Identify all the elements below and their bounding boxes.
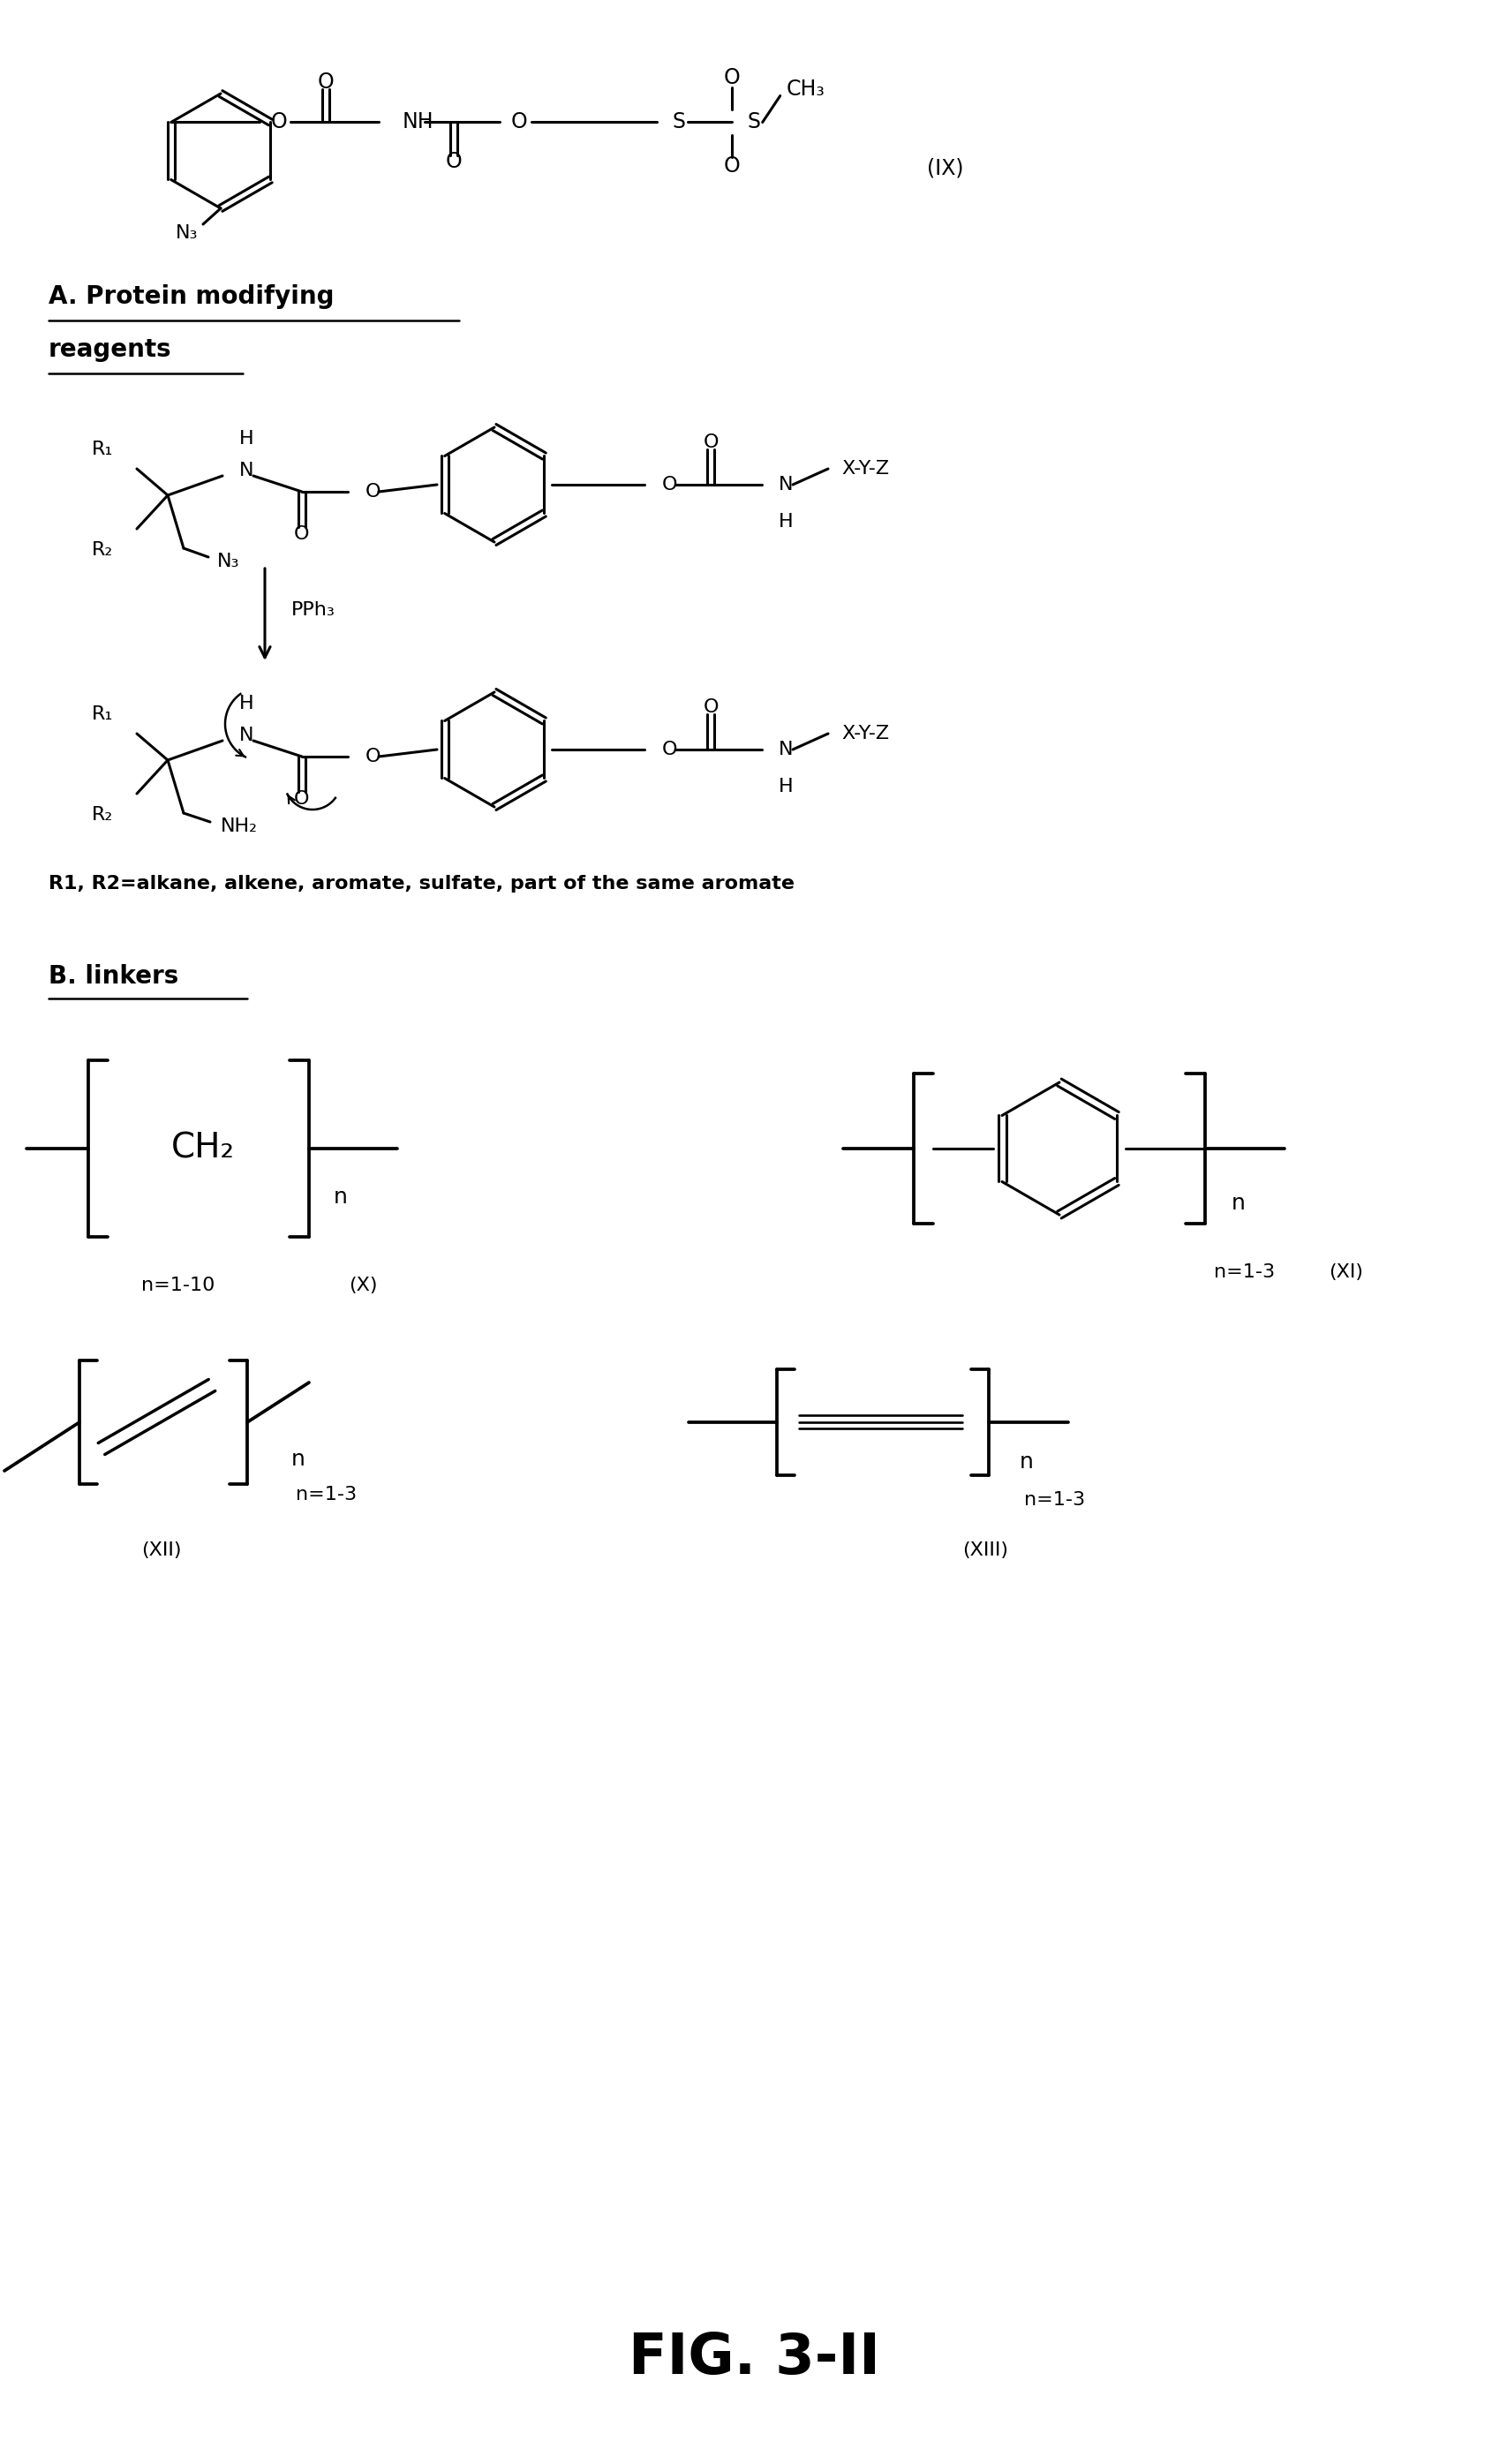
Text: B. linkers: B. linkers — [48, 963, 178, 988]
Text: S: S — [747, 111, 761, 133]
Text: O: O — [365, 483, 381, 500]
Text: H: H — [778, 513, 793, 530]
Text: H: H — [778, 779, 793, 796]
Text: n=1-3: n=1-3 — [1023, 1491, 1085, 1508]
Text: X-Y-Z: X-Y-Z — [841, 461, 889, 478]
Text: O: O — [445, 150, 461, 172]
Text: R₁: R₁ — [92, 441, 113, 458]
Text: O: O — [365, 747, 381, 766]
Text: O: O — [702, 434, 717, 451]
Text: O: O — [723, 67, 740, 89]
Text: n: n — [291, 1449, 306, 1471]
Text: (IX): (IX) — [927, 158, 963, 180]
Text: (XIII): (XIII) — [961, 1542, 1008, 1560]
Text: (XI): (XI) — [1328, 1264, 1362, 1281]
Text: S: S — [672, 111, 686, 133]
Text: PPh₃: PPh₃ — [291, 601, 335, 618]
Text: O: O — [723, 155, 740, 177]
Text: NH: NH — [402, 111, 434, 133]
Text: O: O — [316, 71, 333, 94]
Text: R1, R2=alkane, alkene, aromate, sulfate, part of the same aromate: R1, R2=alkane, alkene, aromate, sulfate,… — [48, 875, 794, 892]
Text: N: N — [240, 727, 253, 744]
Text: NH₂: NH₂ — [220, 818, 258, 835]
Text: R₂: R₂ — [92, 806, 113, 823]
Text: n=1-10: n=1-10 — [142, 1276, 214, 1294]
Text: reagents: reagents — [48, 338, 172, 362]
Text: O: O — [662, 476, 677, 493]
Text: X-Y-Z: X-Y-Z — [841, 724, 889, 742]
Text: n: n — [333, 1188, 348, 1207]
Text: R₁: R₁ — [92, 705, 113, 722]
Text: N: N — [240, 461, 253, 480]
Text: n: n — [1019, 1451, 1034, 1473]
Text: H: H — [240, 429, 253, 448]
Text: N: N — [778, 476, 793, 493]
Text: O: O — [270, 111, 286, 133]
Text: n=1-3: n=1-3 — [295, 1486, 357, 1503]
Text: O: O — [511, 111, 527, 133]
Text: O: O — [702, 697, 717, 717]
Text: N₃: N₃ — [217, 552, 240, 569]
Text: n: n — [1231, 1193, 1245, 1215]
Text: N: N — [778, 742, 793, 759]
Text: N₃: N₃ — [176, 224, 199, 241]
Text: O: O — [294, 791, 309, 808]
Text: H: H — [240, 695, 253, 712]
Text: CH₂: CH₂ — [172, 1131, 235, 1165]
Text: O: O — [294, 525, 309, 542]
Text: FIG. 3-II: FIG. 3-II — [628, 2331, 879, 2385]
Text: O: O — [662, 742, 677, 759]
Text: CH₃: CH₃ — [785, 79, 824, 99]
Text: A. Protein modifying: A. Protein modifying — [48, 283, 335, 308]
Text: n=1-3: n=1-3 — [1213, 1264, 1275, 1281]
Text: R₂: R₂ — [92, 542, 113, 559]
Text: (XII): (XII) — [142, 1542, 181, 1560]
Text: (X): (X) — [348, 1276, 377, 1294]
